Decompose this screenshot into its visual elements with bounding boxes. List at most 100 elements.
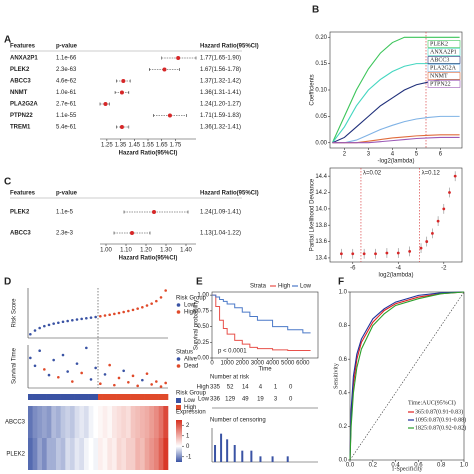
x-tick-label: 0.6 — [414, 463, 423, 469]
heat-cell — [98, 406, 103, 438]
y-tick-label: 0.00 — [197, 356, 209, 362]
group-cell — [65, 394, 71, 400]
time-point — [66, 370, 69, 373]
heat-cell — [70, 438, 75, 470]
x-tick-label: 1000 — [220, 361, 234, 367]
time-point — [99, 382, 102, 386]
risk-count: 4 — [259, 385, 263, 391]
risk-point — [113, 312, 116, 316]
y-tick-label: 0.2 — [339, 424, 348, 430]
deviance-point — [442, 207, 446, 211]
risk-point — [61, 320, 65, 324]
heat-cell — [56, 406, 61, 438]
risk-point — [145, 304, 149, 307]
y-tick-label: 13.4 — [315, 255, 327, 261]
y-tick-label: 1.0 — [339, 290, 348, 296]
censor-title: Number of censoring — [210, 418, 266, 424]
y-tick-label: 0.15 — [315, 61, 327, 67]
colorbar-label: -1 — [186, 454, 192, 460]
risk-point — [71, 318, 74, 322]
plot-frame — [329, 167, 463, 263]
heat-cell — [93, 406, 99, 438]
x-axis-label: Time — [258, 367, 272, 373]
risk-point — [159, 296, 163, 299]
heat-cell — [130, 438, 136, 470]
header: Hazard Ratio(95%CI) — [200, 191, 259, 197]
y-tick-label: 14.2 — [315, 190, 327, 196]
hr-label: 1.36(1.32-1.41) — [200, 125, 241, 131]
feature: PTPN22 — [10, 113, 33, 119]
heat-cell — [42, 438, 47, 470]
y-tick-label: 0.0 — [339, 458, 348, 464]
time-point — [122, 369, 125, 373]
x-tick-label: 0.8 — [437, 463, 446, 469]
x-axis-label: Hazard Ratio(95%CI) — [119, 151, 178, 157]
legend-dot — [176, 364, 181, 368]
hr-point — [130, 231, 134, 235]
risk-point — [117, 311, 121, 315]
panel-label: B — [312, 5, 319, 16]
legend-swatch — [176, 398, 181, 403]
p-value: 2.7e-61 — [56, 102, 77, 108]
lambda-label: λ=0.12 — [422, 171, 441, 177]
group-cell — [98, 394, 103, 400]
heat-cell — [28, 438, 33, 470]
risk-count: 129 — [225, 397, 236, 403]
x-tick-label: 4 — [391, 152, 395, 158]
colorbar — [176, 420, 182, 462]
legend-label: PTPN22 — [430, 81, 451, 87]
x-tick-label: 6000 — [296, 361, 310, 367]
deviance-point — [385, 251, 389, 255]
legend-label: PLEK2 — [430, 41, 448, 47]
deviance-point — [425, 240, 429, 243]
annotation: p < 0.0001 — [218, 349, 247, 355]
legend-label: High — [184, 405, 196, 411]
legend-label: ABCC3 — [430, 57, 449, 63]
group-cell — [163, 394, 169, 400]
y-tick-label: 0.4 — [339, 390, 348, 396]
deviance-point — [408, 249, 412, 253]
x-tick-label: 1.65 — [156, 143, 168, 149]
group-cell — [116, 394, 122, 400]
heat-cell — [56, 438, 61, 470]
heat-cell — [140, 406, 145, 438]
deviance-point — [419, 246, 423, 250]
censor-bar — [250, 450, 253, 462]
heat-cell — [88, 438, 94, 470]
legend-swatch — [176, 405, 181, 410]
p-value: 5.4e-61 — [56, 125, 77, 131]
deviance-point — [374, 252, 377, 256]
x-axis-label: 1-Specificity — [392, 465, 423, 472]
legend-box — [427, 80, 461, 88]
heat-cell — [140, 438, 145, 470]
risk-point — [94, 315, 97, 319]
heat-cell — [130, 406, 136, 438]
deviance-point — [396, 251, 400, 255]
colorbar-label: 1 — [186, 433, 190, 439]
legend-box — [427, 72, 461, 80]
y-tick-label: 0.20 — [315, 35, 327, 41]
heat-cell — [74, 438, 80, 470]
heat-cell — [32, 438, 38, 470]
legend-label: 1825:0.87(0.92-0.82) — [415, 424, 466, 431]
x-tick-label: 1.55 — [142, 143, 154, 149]
group-cell — [79, 394, 85, 400]
time-point — [136, 384, 139, 388]
risk-point — [43, 324, 46, 328]
heat-cell — [112, 406, 117, 438]
y-tick-label: 13.6 — [315, 239, 327, 245]
risk-count: 1 — [274, 385, 278, 391]
heat-cell — [158, 406, 164, 438]
heat-cell — [79, 406, 85, 438]
time-point — [71, 380, 74, 383]
heat-cell — [60, 438, 66, 470]
group-cell — [126, 394, 131, 400]
y-tick-label: 0.75 — [197, 308, 209, 314]
risk-point — [33, 329, 37, 332]
deviance-point — [362, 252, 366, 256]
legend-title: Risk Group — [176, 391, 207, 397]
heat-cell — [112, 438, 117, 470]
group-cell — [121, 394, 127, 400]
legend-title: Risk Group — [176, 296, 207, 302]
x-tick-label: 3000 — [251, 361, 265, 367]
